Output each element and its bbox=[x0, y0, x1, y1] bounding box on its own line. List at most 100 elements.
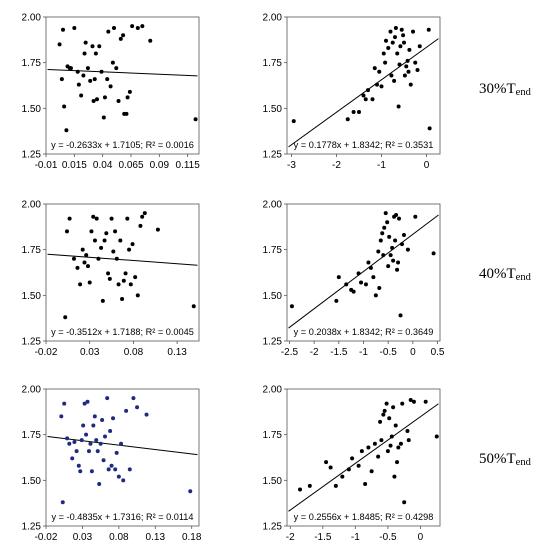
data-point bbox=[108, 84, 113, 89]
data-point bbox=[75, 69, 80, 74]
data-point bbox=[78, 282, 83, 287]
data-point bbox=[106, 29, 111, 34]
data-point bbox=[350, 456, 355, 461]
data-point bbox=[64, 229, 69, 234]
data-point bbox=[88, 441, 93, 446]
data-point bbox=[109, 463, 114, 468]
data-point bbox=[402, 500, 407, 505]
x-tick-label: -0.5 bbox=[380, 347, 398, 358]
data-point bbox=[351, 109, 356, 114]
data-point bbox=[393, 238, 398, 243]
data-point bbox=[382, 408, 387, 413]
data-point bbox=[67, 216, 72, 221]
trend-line bbox=[288, 214, 439, 329]
data-point bbox=[68, 66, 73, 71]
data-point bbox=[402, 40, 406, 45]
y-tick-label: 1.75 bbox=[263, 58, 283, 69]
regression-equation: y = 0.2038x + 1.8342; R² = 0.3649 bbox=[294, 327, 434, 337]
data-point bbox=[90, 44, 95, 49]
data-point bbox=[138, 223, 143, 228]
data-point bbox=[85, 66, 90, 71]
y-tick-label: 1.25 bbox=[263, 522, 283, 533]
data-point bbox=[328, 465, 333, 470]
data-point bbox=[71, 256, 76, 261]
x-tick-label: 0.13 bbox=[146, 532, 166, 543]
data-point bbox=[113, 229, 118, 234]
data-point bbox=[399, 242, 404, 247]
data-point bbox=[79, 93, 84, 98]
data-point bbox=[63, 315, 68, 320]
data-point bbox=[398, 44, 403, 49]
x-tick-label: -1.5 bbox=[330, 347, 348, 358]
data-point bbox=[65, 436, 70, 441]
data-point bbox=[340, 474, 345, 479]
data-point bbox=[383, 60, 388, 65]
data-point bbox=[133, 275, 138, 280]
data-point bbox=[130, 242, 135, 247]
data-point bbox=[413, 214, 418, 219]
data-point bbox=[389, 434, 394, 439]
data-point bbox=[103, 434, 108, 439]
data-point bbox=[98, 441, 103, 446]
data-point bbox=[396, 104, 401, 109]
data-point bbox=[405, 247, 410, 252]
data-point bbox=[67, 441, 72, 446]
trend-line bbox=[47, 253, 198, 266]
data-point bbox=[400, 401, 405, 406]
data-point bbox=[366, 260, 371, 265]
x-tick-label: 0.04 bbox=[93, 160, 113, 171]
data-point bbox=[399, 27, 404, 32]
y-tick-label: 2.00 bbox=[22, 200, 42, 211]
data-point bbox=[345, 117, 350, 122]
regression-equation: y = -0.4835x + 1.7316; R² = 0.0114 bbox=[51, 512, 193, 522]
data-point bbox=[131, 396, 136, 401]
data-point bbox=[107, 276, 112, 281]
data-point bbox=[142, 211, 147, 216]
data-point bbox=[376, 454, 381, 459]
data-point bbox=[357, 109, 361, 114]
x-tick-label: -0.02 bbox=[35, 532, 58, 543]
data-point bbox=[140, 214, 145, 219]
y-tick-label: 1.25 bbox=[263, 337, 283, 348]
scatter-panel-5: 1.25 1.50 1.75 2.00 -0.02 0.03 0.08 0.13 0.18 y =… bbox=[22, 385, 202, 544]
data-point bbox=[417, 44, 422, 49]
data-point bbox=[62, 401, 67, 406]
data-point bbox=[120, 296, 125, 301]
data-point bbox=[96, 256, 101, 261]
data-point bbox=[116, 474, 121, 479]
data-point bbox=[81, 423, 86, 428]
data-point bbox=[369, 469, 374, 474]
data-point bbox=[397, 216, 402, 221]
data-point bbox=[128, 282, 133, 287]
x-tick-label: 0 bbox=[418, 532, 424, 543]
data-point bbox=[127, 247, 132, 252]
data-point bbox=[114, 450, 119, 455]
x-tick-label: -0.02 bbox=[35, 347, 58, 358]
data-point bbox=[102, 238, 107, 243]
data-point bbox=[404, 64, 409, 69]
x-tick-label: -0.5 bbox=[379, 532, 397, 543]
data-point bbox=[415, 67, 420, 72]
data-point bbox=[81, 73, 86, 78]
data-point bbox=[114, 256, 119, 261]
data-point bbox=[375, 82, 379, 87]
data-point bbox=[336, 275, 341, 280]
data-point bbox=[401, 33, 406, 38]
data-point bbox=[118, 36, 123, 41]
data-point bbox=[411, 29, 415, 34]
data-point bbox=[109, 216, 114, 221]
data-point bbox=[94, 216, 99, 221]
data-point bbox=[381, 412, 386, 417]
data-point bbox=[116, 99, 121, 104]
x-tick-label: -1 bbox=[359, 347, 368, 358]
x-tick-label: -2 bbox=[332, 160, 341, 171]
data-point bbox=[368, 265, 373, 270]
y-tick-label: 1.50 bbox=[22, 104, 42, 115]
data-point bbox=[393, 35, 397, 40]
data-point bbox=[408, 397, 413, 402]
data-point bbox=[76, 463, 81, 468]
data-point bbox=[388, 443, 393, 448]
data-point bbox=[64, 128, 69, 133]
data-point bbox=[86, 449, 91, 454]
